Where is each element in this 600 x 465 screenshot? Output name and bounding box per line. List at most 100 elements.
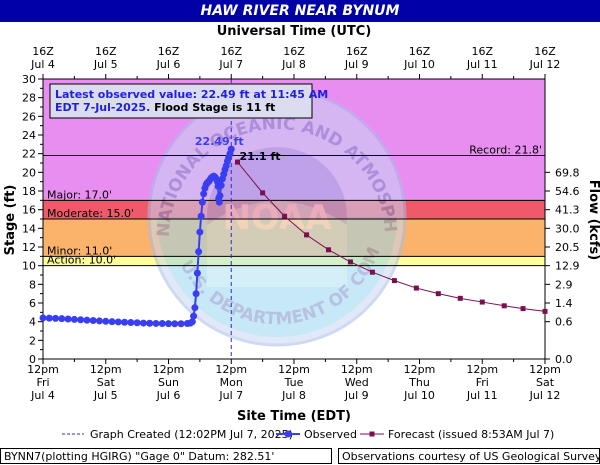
observed-point	[52, 314, 60, 322]
time-tick-day: Sat	[97, 376, 116, 389]
time-tick-date: Jul 7	[218, 389, 243, 402]
legend: Graph Created (12:02PM Jul 7, 2025) Obser…	[62, 428, 554, 441]
observed-point	[216, 192, 224, 200]
observed-point	[177, 320, 185, 328]
utc-tick-date: Jul 8	[281, 58, 306, 71]
utc-tick-label: 16Z	[471, 45, 493, 58]
info-line1: Latest observed value: 22.49 ft at 11:45…	[55, 88, 328, 101]
flow-tick-label: 12.9	[555, 260, 580, 273]
forecast-point	[282, 213, 288, 219]
time-tick-date: Jul 5	[93, 389, 118, 402]
utc-tick-label: 16Z	[32, 45, 54, 58]
time-tick-date: Jul 11	[466, 389, 498, 402]
observed-point	[45, 314, 53, 322]
stage-tick-label: 2	[29, 334, 36, 347]
time-tick-label: 12pm	[341, 363, 373, 376]
top-axis-title: Universal Time (UTC)	[217, 24, 372, 39]
flow-tick-label: 41.3	[555, 204, 580, 217]
stage-tick-label: 30	[22, 73, 36, 86]
observed-point	[217, 181, 225, 189]
stage-tick-label: 8	[29, 278, 36, 291]
flow-tick-label: 20.5	[555, 241, 580, 254]
time-tick-day: Tue	[284, 376, 304, 389]
forecast-point	[326, 247, 332, 253]
utc-tick-date: Jul 10	[403, 58, 435, 71]
utc-tick-date: Jul 11	[466, 58, 498, 71]
observed-point	[146, 319, 154, 327]
time-tick-label: 12pm	[153, 363, 185, 376]
observed-point	[39, 314, 47, 322]
time-tick-label: 12pm	[27, 363, 59, 376]
legend-forecast-label: Forecast (issued 8:53AM Jul 7)	[388, 428, 554, 441]
utc-tick-label: 16Z	[409, 45, 431, 58]
observed-point	[165, 320, 172, 328]
observed-point	[133, 319, 141, 327]
time-tick-day: Fri	[36, 376, 49, 389]
forecast-point	[369, 269, 375, 275]
info-date: EDT 7-Jul-2025.	[55, 101, 154, 114]
stage-tick-label: 12	[22, 241, 36, 254]
observed-point	[89, 317, 97, 325]
flow-tick-label: 0.0	[555, 353, 573, 366]
observed-point	[64, 315, 72, 323]
observed-point	[192, 290, 200, 298]
forecast-first-label: 21.1 ft	[240, 150, 281, 163]
observed-point	[191, 304, 199, 312]
stage-tick-label: 16	[22, 204, 36, 217]
observed-point	[58, 315, 66, 323]
datum-footer: BYNN7(plotting HGIRG) "Gage 0" Datum: 28…	[0, 448, 332, 464]
flow-tick-label: 69.8	[555, 166, 580, 179]
y-axis-label: Stage (ft)	[3, 185, 18, 256]
threshold-label-minor: Minor: 11.0'	[47, 244, 112, 257]
time-tick-label: 12pm	[90, 363, 122, 376]
utc-tick-date: Jul 9	[344, 58, 369, 71]
stage-tick-label: 18	[22, 185, 36, 198]
time-tick-label: 12pm	[466, 363, 498, 376]
flow-tick-label: 54.6	[555, 185, 580, 198]
forecast-point	[304, 232, 310, 238]
forecast-point	[235, 159, 241, 165]
time-tick-day: Wed	[345, 376, 369, 389]
utc-tick-date: Jul 4	[30, 58, 55, 71]
observed-point	[158, 320, 166, 328]
time-tick-date: Jul 6	[156, 389, 181, 402]
utc-tick-date: Jul 6	[156, 58, 181, 71]
info-line2: EDT 7-Jul-2025. Flood Stage is 11 ft	[55, 101, 275, 114]
utc-tick-label: 16Z	[346, 45, 368, 58]
observed-point	[152, 319, 160, 327]
observed-point	[102, 317, 110, 325]
forecast-point	[391, 278, 397, 284]
flow-tick-label: 30.0	[555, 222, 580, 235]
info-flood-stage: Flood Stage is 11 ft	[154, 101, 275, 114]
utc-tick-label: 16Z	[534, 45, 556, 58]
chart-title: HAW RIVER NEAR BYNUM	[0, 0, 600, 22]
observed-peak-label: 22.49 ft	[195, 135, 244, 148]
observed-point	[197, 212, 205, 220]
forecast-point	[435, 291, 441, 297]
watermark-center-text: NOAA	[222, 198, 332, 238]
observed-point	[95, 317, 103, 325]
observed-point	[171, 320, 179, 328]
threshold-label-major: Major: 17.0'	[47, 188, 112, 201]
threshold-label-action: Action: 10.0'	[47, 254, 116, 267]
credit-footer: Observations courtesy of US Geological S…	[338, 448, 600, 464]
latest-value-box: Latest observed value: 22.49 ft at 11:45…	[49, 83, 328, 119]
observed-point	[121, 318, 129, 326]
time-tick-date: Jul 9	[344, 389, 369, 402]
stage-tick-label: 10	[22, 260, 36, 273]
legend-forecast-marker	[369, 431, 375, 437]
stage-tick-label: 26	[22, 110, 36, 123]
utc-tick-label: 16Z	[158, 45, 180, 58]
observed-point	[77, 316, 85, 324]
bottom-axis-title: Site Time (EDT)	[237, 409, 351, 424]
flow-tick-label: 1.4	[555, 297, 573, 310]
time-tick-day: Mon	[220, 376, 243, 389]
utc-tick-label: 16Z	[95, 45, 117, 58]
stage-tick-label: 4	[29, 316, 36, 329]
forecast-point	[413, 285, 419, 291]
time-tick-label: 12pm	[529, 363, 561, 376]
y2-axis-label: Flow (kcfs)	[586, 180, 600, 260]
observed-point	[70, 315, 78, 323]
stage-tick-label: 22	[22, 148, 36, 161]
stage-tick-label: 24	[22, 129, 36, 142]
